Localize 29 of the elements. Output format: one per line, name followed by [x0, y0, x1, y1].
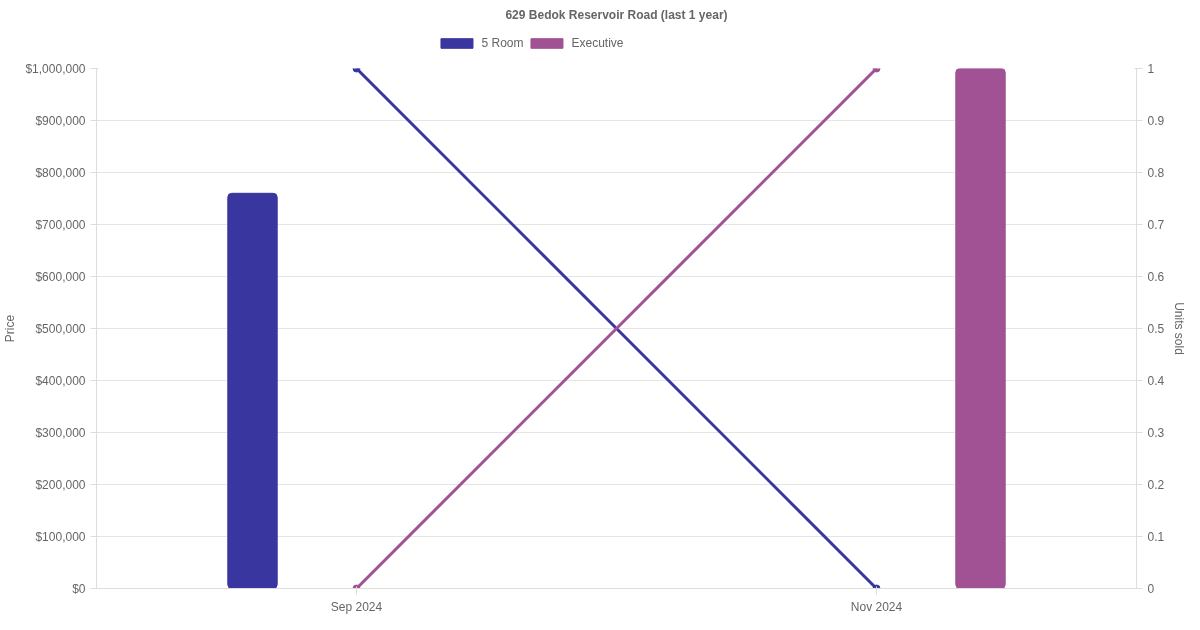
y2-tick-label: 0.3: [1147, 426, 1165, 440]
y2-tick-label: 0.1: [1147, 530, 1165, 544]
legend-label: 5 Room: [481, 36, 524, 50]
y-tick-label: $1,000,000: [25, 61, 86, 76]
y2-tick-label: 1: [1147, 62, 1155, 76]
y2-tick-label: 0.8: [1147, 166, 1165, 180]
legend-label: Executive: [571, 36, 624, 50]
y-tick-label: $700,000: [35, 217, 86, 232]
y-tick-label: $400,000: [35, 373, 86, 388]
chart-title: 629 Bedok Reservoir Road (last 1 year): [505, 7, 728, 22]
y2-tick-label: 0.7: [1147, 218, 1165, 232]
y-tick-label: $800,000: [35, 165, 86, 180]
y-tick-label: $600,000: [35, 269, 86, 284]
y-tick-label: $900,000: [35, 113, 86, 128]
y-tick-label: $500,000: [35, 321, 86, 336]
x-tick-label: Sep 2024: [330, 599, 383, 614]
y2-axis-title: Units sold: [1172, 302, 1187, 355]
y2-tick-label: 0.9: [1147, 114, 1165, 128]
y2-tick-label: 0.6: [1147, 270, 1165, 284]
y2-tick-label: 0.5: [1147, 322, 1165, 336]
y2-tick-label: 0: [1147, 582, 1155, 596]
y-axis-title: Price: [3, 314, 18, 343]
y2-tick-label: 0.2: [1147, 478, 1165, 492]
x-tick-label: Nov 2024: [850, 599, 903, 614]
y-tick-label: $0: [72, 581, 86, 596]
y2-tick-label: 0.4: [1147, 374, 1165, 388]
y-tick-label: $100,000: [35, 529, 86, 544]
y-tick-label: $300,000: [35, 425, 86, 440]
y-tick-label: $200,000: [35, 477, 86, 492]
